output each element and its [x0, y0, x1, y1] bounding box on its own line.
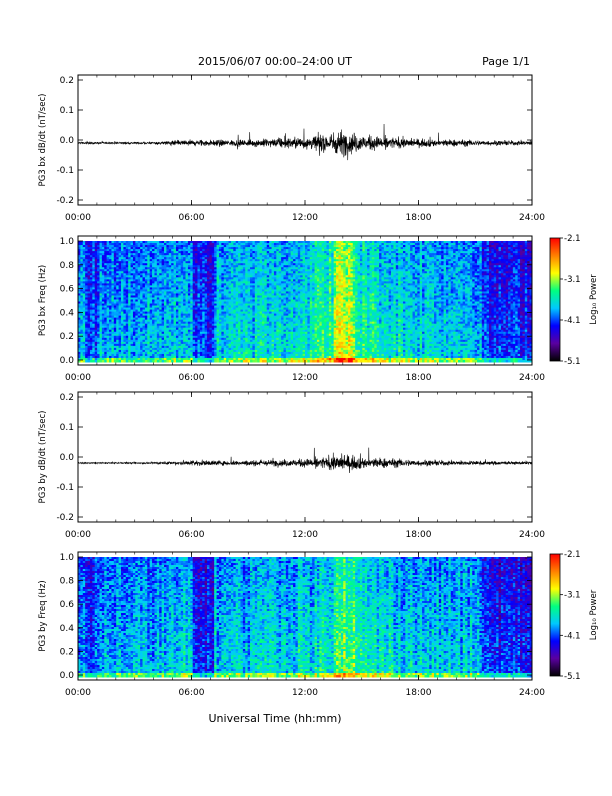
y-tick-label: -0.1 — [56, 483, 74, 493]
x-tick-label: 06:00 — [179, 688, 205, 698]
x-tick-label: 12:00 — [292, 373, 318, 383]
colorbar-label: Log₁₀ Power — [589, 589, 599, 640]
y-tick-label: -0.2 — [56, 196, 74, 206]
x-tick-label: 24:00 — [519, 530, 545, 540]
spectrogram-cells — [78, 241, 533, 363]
colorbar-label: Log₁₀ Power — [589, 274, 599, 325]
colorbar-tick-label: -2.1 — [564, 550, 581, 560]
y-tick-label: 0.0 — [60, 453, 75, 463]
y-tick-label: 0.2 — [60, 647, 74, 657]
colorbar-tick-label: -4.1 — [564, 631, 581, 641]
colorbar — [550, 238, 560, 361]
y-tick-label: 0.8 — [60, 577, 75, 587]
figure-title: 2015/06/07 00:00–24:00 UT — [198, 55, 352, 68]
x-tick-label: 24:00 — [519, 213, 545, 223]
y-tick-label: -0.1 — [56, 166, 74, 176]
x-tick-label: 18:00 — [406, 213, 432, 223]
x-tick-label: 18:00 — [406, 530, 432, 540]
y-tick-label: 0.4 — [60, 308, 75, 318]
y-tick-label: 0.6 — [60, 285, 75, 295]
colorbar — [550, 554, 560, 676]
y-tick-label: 0.6 — [60, 600, 75, 610]
y-tick-label: 0.0 — [60, 671, 75, 681]
x-tick-label: 24:00 — [519, 373, 545, 383]
y-axis-label: PG3 bx Freq (Hz) — [38, 265, 48, 336]
plot-frame — [78, 392, 532, 522]
x-tick-label: 12:00 — [292, 213, 318, 223]
x-tick-label: 00:00 — [65, 213, 91, 223]
y-tick-label: 0.2 — [60, 76, 74, 86]
y-tick-label: -0.2 — [56, 513, 74, 523]
y-tick-label: 0.2 — [60, 332, 74, 342]
x-tick-label: 24:00 — [519, 688, 545, 698]
series-line — [78, 448, 532, 473]
colorbar-tick-label: -3.1 — [564, 591, 581, 601]
x-tick-label: 18:00 — [406, 688, 432, 698]
y-tick-label: 0.0 — [60, 356, 75, 366]
y-tick-label: 0.0 — [60, 136, 75, 146]
x-tick-label: 00:00 — [65, 373, 91, 383]
spectrogram-cells — [78, 557, 533, 678]
y-tick-label: 0.4 — [60, 624, 75, 634]
y-tick-label: 0.1 — [60, 423, 74, 433]
x-tick-label: 06:00 — [179, 530, 205, 540]
x-tick-label: 00:00 — [65, 688, 91, 698]
y-axis-label: PG3 by Freq (Hz) — [38, 580, 48, 651]
x-tick-label: 12:00 — [292, 688, 318, 698]
y-tick-label: 1.0 — [60, 237, 75, 247]
colorbar-tick-label: -2.1 — [564, 234, 581, 244]
plot-frame — [78, 75, 532, 205]
y-axis-label: PG3 bx dB/dt (nT/sec) — [38, 94, 48, 187]
colorbar-tick-label: -4.1 — [564, 316, 581, 326]
y-tick-label: 1.0 — [60, 553, 75, 563]
page-indicator: Page 1/1 — [482, 55, 530, 68]
y-tick-label: 0.1 — [60, 106, 74, 116]
colorbar-tick-label: -5.1 — [564, 357, 581, 367]
colorbar-tick-label: -5.1 — [564, 672, 581, 682]
series-line — [78, 124, 532, 160]
y-tick-label: 0.2 — [60, 393, 74, 403]
colorbar-tick-label: -3.1 — [564, 275, 581, 285]
y-axis-label: PG3 by dB/dt (nT/sec) — [38, 411, 48, 504]
x-tick-label: 12:00 — [292, 530, 318, 540]
x-tick-label: 06:00 — [179, 373, 205, 383]
y-tick-label: 0.8 — [60, 261, 75, 271]
x-tick-label: 00:00 — [65, 530, 91, 540]
x-axis-label: Universal Time (hh:mm) — [209, 712, 342, 725]
x-tick-label: 18:00 — [406, 373, 432, 383]
x-tick-label: 06:00 — [179, 213, 205, 223]
